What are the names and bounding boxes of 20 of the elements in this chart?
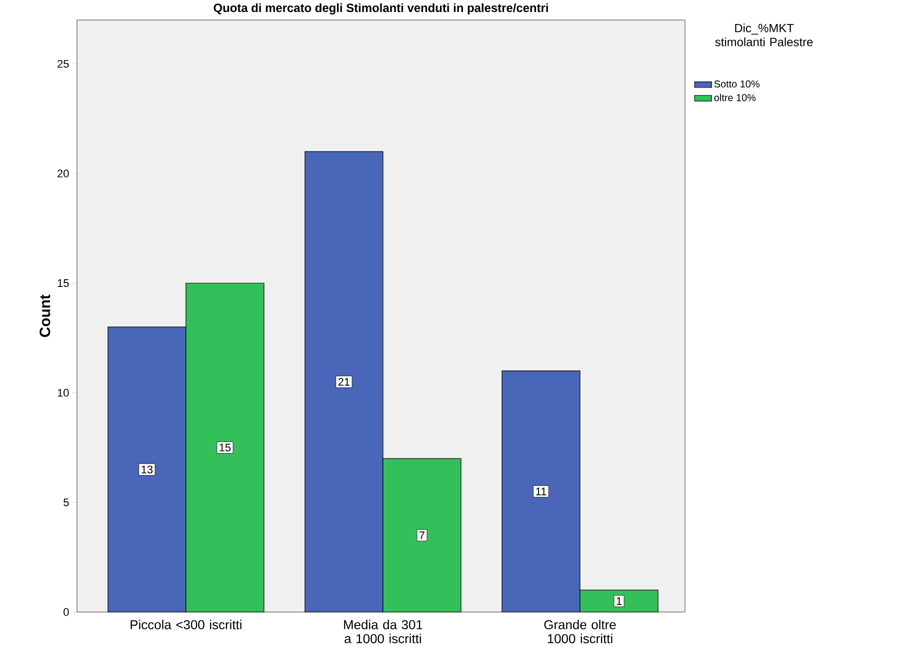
x-tick-label: Piccola <300 iscritti <box>130 620 242 630</box>
data-label: 7 <box>420 532 424 540</box>
legend-label: oltre 10% <box>714 94 756 102</box>
y-tick-label: 15 <box>58 279 69 287</box>
data-label: 15 <box>220 444 231 452</box>
legend-title: Dic_%MKT stimolanti Palestre <box>715 24 813 46</box>
chart-title: Quota di mercato degli Stimolanti venduti in palestre/centri <box>214 3 548 15</box>
data-label: 11 <box>536 488 546 496</box>
x-tick-label: Media da 301 a 1000 iscritti <box>344 620 422 644</box>
y-tick-label: 25 <box>58 60 69 68</box>
data-label: 1 <box>616 597 622 605</box>
x-tick-label: Grande oltre 1000 iscritti <box>544 620 616 644</box>
data-label: 13 <box>142 466 153 474</box>
data-label: 21 <box>338 378 350 386</box>
y-tick-label: 5 <box>64 498 69 506</box>
legend-label: Sotto 10% <box>714 80 760 88</box>
y-tick-label: 0 <box>64 608 69 616</box>
y-tick-label: 10 <box>58 388 69 397</box>
y-tick-label: 20 <box>58 170 69 178</box>
y-axis-title: Count <box>40 294 50 337</box>
